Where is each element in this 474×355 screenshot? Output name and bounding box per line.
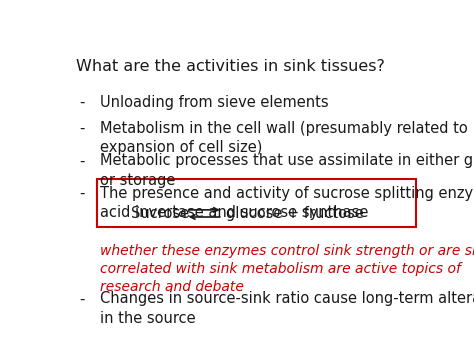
Text: Metabolic processes that use assimilate in either growth
or storage: Metabolic processes that use assimilate … [100,153,474,187]
Text: The presence and activity of sucrose splitting enzymes
acid invertase and sucros: The presence and activity of sucrose spl… [100,186,474,220]
Text: Sucrose: Sucrose [131,206,189,221]
Text: -: - [80,120,85,136]
Text: -: - [80,186,85,201]
Text: Unloading from sieve elements: Unloading from sieve elements [100,94,328,110]
Text: -: - [80,94,85,110]
Text: glucose + fructose: glucose + fructose [227,206,364,221]
Text: -: - [80,153,85,168]
Text: -: - [80,291,85,306]
Text: whether these enzymes control sink strength or are simply
correlated with sink m: whether these enzymes control sink stren… [100,244,474,294]
Text: Metabolism in the cell wall (presumably related to
expansion of cell size): Metabolism in the cell wall (presumably … [100,120,467,155]
Bar [97,179,416,227]
Text: What are the activities in sink tissues?: What are the activities in sink tissues? [76,59,385,74]
Text: Changes in source-sink ratio cause long-term alterations
in the source: Changes in source-sink ratio cause long-… [100,291,474,326]
